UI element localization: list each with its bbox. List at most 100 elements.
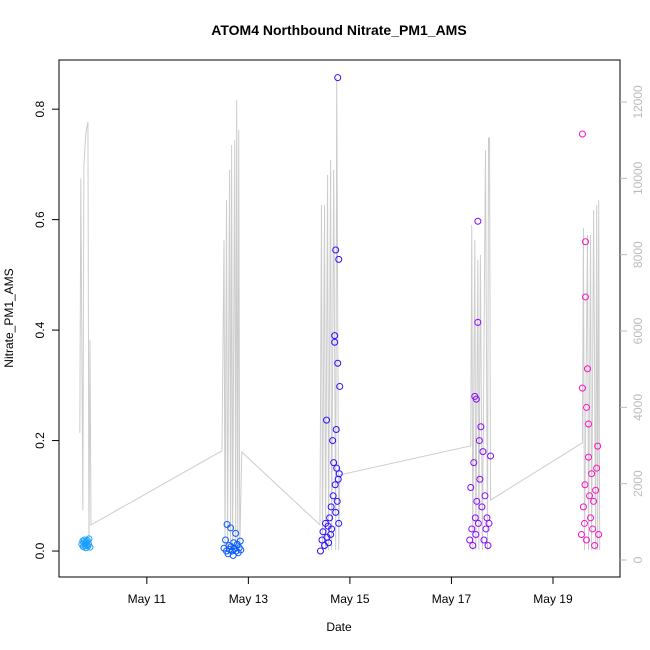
data-point (470, 459, 478, 467)
data-point (222, 536, 230, 544)
data-point (227, 524, 235, 532)
y-tick-label: 0.8 (33, 100, 47, 117)
data-point (86, 543, 94, 551)
y2-tick-label: 12000 (631, 85, 645, 119)
data-point (593, 464, 601, 472)
y-tick-label: 0.2 (33, 432, 47, 449)
data-point (487, 452, 495, 460)
y2-tick-label: 10000 (631, 161, 645, 195)
data-point (476, 475, 484, 483)
data-point (333, 497, 341, 505)
data-point (480, 536, 488, 544)
data-point (581, 293, 589, 301)
data-point (232, 529, 240, 537)
data-point (328, 525, 336, 533)
data-point (580, 519, 588, 527)
data-point (482, 525, 490, 533)
data-point (331, 332, 339, 340)
data-point (323, 416, 331, 424)
chart-title: ATOM4 Northbound Nitrate_PM1_AMS (211, 22, 466, 38)
data-point (316, 547, 324, 555)
data-point (333, 464, 341, 472)
data-point (327, 503, 335, 511)
data-point (336, 382, 344, 390)
data-point (581, 238, 589, 246)
data-point (582, 403, 590, 411)
data-point (466, 536, 474, 544)
data-point (335, 255, 343, 263)
data-point (236, 537, 244, 545)
data-point (472, 530, 480, 538)
y2-tick-label: 0 (631, 556, 645, 563)
data-point (594, 442, 602, 450)
data-point (474, 318, 482, 326)
data-point (325, 539, 333, 547)
data-point (332, 246, 340, 254)
y-tick-label: 0.6 (33, 211, 47, 228)
data-point (485, 519, 493, 527)
data-point (581, 481, 589, 489)
y2-tick-label: 4000 (631, 394, 645, 421)
y-axis-label: Nitrate_PM1_AMS (2, 268, 16, 367)
data-point (237, 546, 245, 554)
data-point (332, 426, 340, 434)
x-axis-label: Date (326, 620, 352, 634)
data-point (473, 497, 481, 505)
data-point (472, 395, 480, 403)
data-point (589, 525, 597, 533)
x-tick-label: May 19 (533, 592, 573, 606)
data-point (591, 542, 599, 550)
data-point (84, 540, 92, 548)
data-point (334, 74, 342, 82)
data-point (329, 492, 337, 500)
data-point (587, 514, 595, 522)
plot-frame (58, 59, 621, 578)
data-point (471, 514, 479, 522)
data-point (329, 437, 337, 445)
data-point (477, 423, 485, 431)
data-point (319, 528, 327, 536)
y2-tick-label: 8000 (631, 241, 645, 268)
y-tick-label: 0.0 (33, 542, 47, 559)
data-point (475, 437, 483, 445)
data-point (584, 365, 592, 373)
data-point (467, 484, 475, 492)
x-tick-label: May 11 (128, 592, 167, 606)
data-point (484, 542, 492, 550)
y-tick-label: 0.4 (33, 321, 47, 338)
data-point (469, 542, 477, 550)
data-point (330, 459, 338, 467)
data-point (479, 448, 487, 456)
data-point (474, 519, 482, 527)
x-tick-label: May 17 (432, 592, 472, 606)
y2-tick-label: 6000 (631, 317, 645, 344)
data-point (590, 497, 598, 505)
data-point (331, 338, 339, 346)
data-point (579, 503, 587, 511)
data-point (85, 535, 93, 543)
data-point (595, 530, 603, 538)
data-point (577, 530, 585, 538)
data-point (592, 486, 600, 494)
data-point (585, 420, 593, 428)
data-point (335, 519, 343, 527)
x-tick-label: May 13 (229, 592, 269, 606)
data-point (578, 130, 586, 138)
data-point (331, 481, 339, 489)
data-point (332, 508, 340, 516)
data-point (481, 492, 489, 500)
altitude-line (79, 77, 601, 551)
data-point (586, 492, 594, 500)
data-point (478, 503, 486, 511)
y2-tick-label: 2000 (631, 470, 645, 497)
data-point (585, 453, 593, 461)
x-tick-label: May 15 (330, 592, 370, 606)
data-point (578, 384, 586, 392)
data-point (334, 359, 342, 367)
data-point (326, 514, 334, 522)
data-point (468, 525, 476, 533)
data-point (474, 217, 482, 225)
data-point (335, 470, 343, 478)
data-point (582, 536, 590, 544)
